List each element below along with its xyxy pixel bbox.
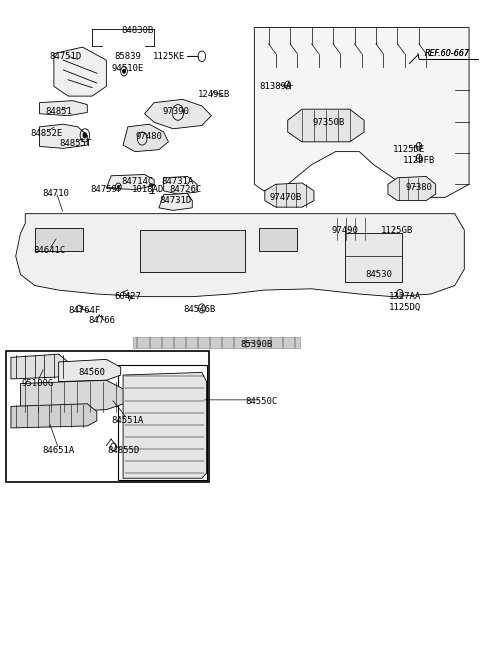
Text: 84731A: 84731A bbox=[162, 176, 194, 186]
Text: 97480: 97480 bbox=[136, 132, 163, 141]
Text: 84851: 84851 bbox=[45, 107, 72, 115]
Polygon shape bbox=[54, 47, 107, 96]
Circle shape bbox=[83, 133, 87, 138]
Polygon shape bbox=[39, 100, 87, 115]
Polygon shape bbox=[59, 359, 120, 382]
Text: 84830B: 84830B bbox=[121, 26, 154, 35]
Polygon shape bbox=[39, 124, 87, 148]
Text: 97350B: 97350B bbox=[312, 117, 345, 127]
Text: 84546B: 84546B bbox=[183, 305, 216, 314]
Polygon shape bbox=[11, 404, 97, 428]
Text: 97490: 97490 bbox=[332, 226, 359, 234]
Polygon shape bbox=[107, 174, 154, 190]
Text: 84651A: 84651A bbox=[43, 445, 75, 455]
Text: 1249EB: 1249EB bbox=[198, 90, 230, 98]
Text: 1129FB: 1129FB bbox=[403, 155, 435, 165]
Bar bbox=[6, 351, 209, 482]
Polygon shape bbox=[288, 109, 364, 142]
Polygon shape bbox=[164, 176, 197, 194]
Text: 84560: 84560 bbox=[79, 368, 106, 377]
Bar bbox=[345, 234, 402, 282]
Text: 84759F: 84759F bbox=[90, 185, 122, 194]
Text: 1125KE: 1125KE bbox=[153, 52, 185, 61]
Polygon shape bbox=[388, 176, 436, 201]
Text: 97470B: 97470B bbox=[269, 193, 301, 202]
Bar bbox=[259, 228, 297, 251]
Text: 84551A: 84551A bbox=[112, 417, 144, 425]
Text: 95100G: 95100G bbox=[21, 379, 53, 388]
Text: 94510E: 94510E bbox=[112, 64, 144, 73]
Polygon shape bbox=[21, 380, 125, 413]
Text: 84641C: 84641C bbox=[33, 247, 65, 255]
Text: 60427: 60427 bbox=[114, 292, 141, 301]
Polygon shape bbox=[254, 28, 469, 197]
Text: 84726C: 84726C bbox=[169, 185, 201, 194]
Polygon shape bbox=[144, 99, 211, 129]
Text: 84855D: 84855D bbox=[107, 445, 139, 455]
Text: 1327AA: 1327AA bbox=[388, 292, 421, 301]
Text: 84764F: 84764F bbox=[69, 306, 101, 315]
Text: 84766: 84766 bbox=[88, 316, 115, 325]
Text: 85390B: 85390B bbox=[240, 340, 273, 349]
Text: 1125DE: 1125DE bbox=[393, 145, 426, 154]
Circle shape bbox=[122, 70, 125, 73]
Polygon shape bbox=[11, 354, 68, 379]
Polygon shape bbox=[16, 214, 464, 297]
Text: 85839: 85839 bbox=[114, 52, 141, 62]
Text: 97390: 97390 bbox=[162, 107, 189, 115]
Bar bbox=[118, 365, 206, 480]
Text: 1125DQ: 1125DQ bbox=[388, 302, 421, 312]
Text: REF.60-667: REF.60-667 bbox=[425, 49, 470, 58]
Polygon shape bbox=[326, 217, 378, 241]
Polygon shape bbox=[123, 373, 206, 478]
Text: 84852E: 84852E bbox=[31, 129, 63, 138]
Bar bbox=[132, 337, 300, 348]
Text: 84731D: 84731D bbox=[159, 196, 192, 205]
Text: 1125GB: 1125GB bbox=[381, 226, 414, 234]
Bar bbox=[140, 230, 245, 272]
Text: 84751D: 84751D bbox=[50, 52, 82, 62]
Text: 84855T: 84855T bbox=[59, 138, 92, 148]
Text: 84550C: 84550C bbox=[245, 397, 277, 405]
Polygon shape bbox=[123, 124, 168, 152]
Text: 84530: 84530 bbox=[365, 270, 392, 279]
Text: REF.60-667: REF.60-667 bbox=[425, 49, 470, 58]
Text: 81389A: 81389A bbox=[260, 82, 292, 91]
Bar bbox=[35, 228, 83, 251]
Polygon shape bbox=[159, 194, 192, 211]
Polygon shape bbox=[265, 183, 314, 207]
Text: 84710: 84710 bbox=[43, 189, 70, 198]
Text: 1018AD: 1018AD bbox=[132, 185, 165, 194]
Text: 84714C: 84714C bbox=[121, 176, 154, 186]
Text: 97380: 97380 bbox=[406, 183, 432, 192]
Circle shape bbox=[117, 186, 119, 188]
